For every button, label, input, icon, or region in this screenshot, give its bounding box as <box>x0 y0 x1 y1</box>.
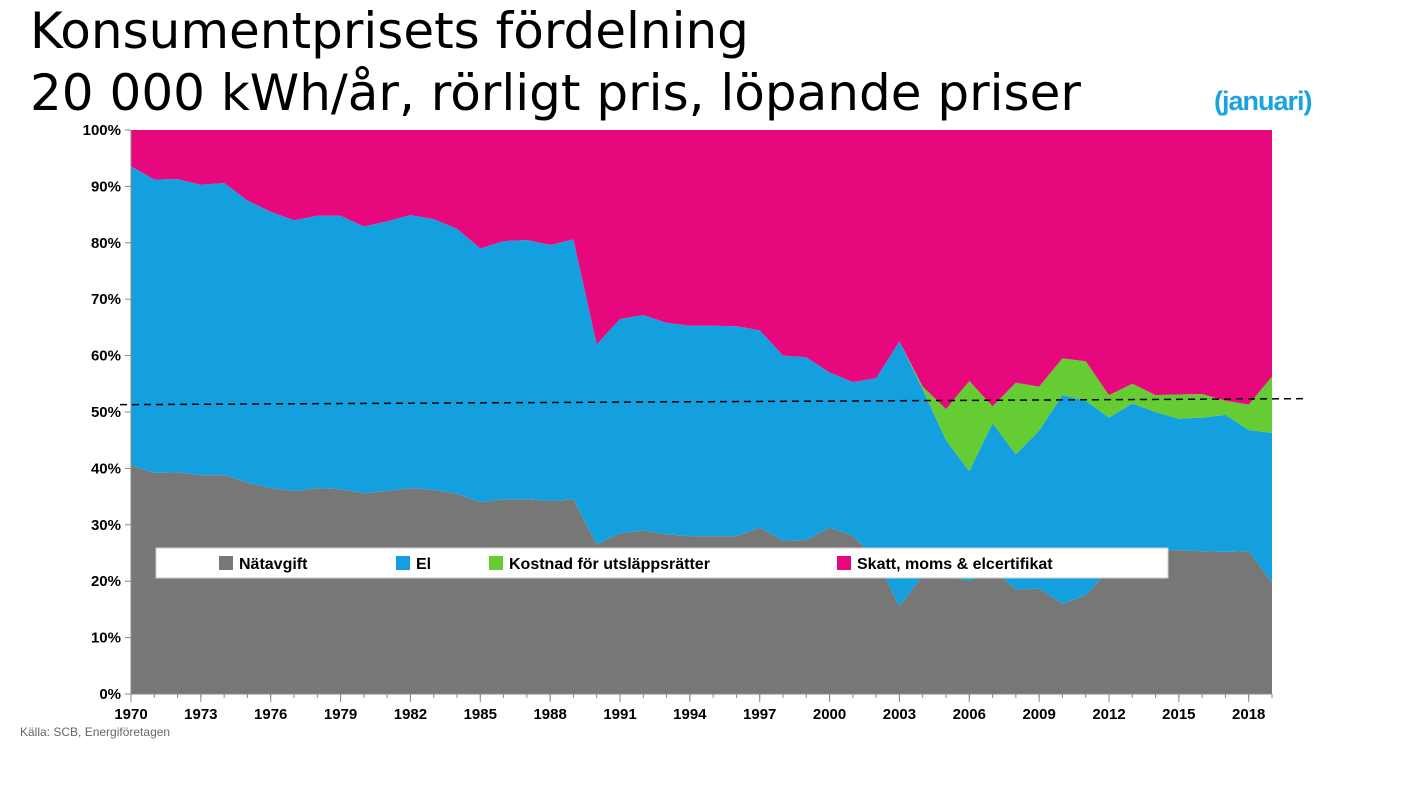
legend-swatch <box>219 556 233 570</box>
axes-group: 0% 10% 20% 30% 40% 50% 60% 70% 80% 90% 100% 1970 197… <box>83 122 1273 723</box>
y-tick-label: 100% <box>83 122 121 139</box>
y-tick-label: 70% <box>91 291 121 308</box>
chart-title: Konsumentprisets fördelning 20 000 kWh/å… <box>30 0 1081 124</box>
x-tick-label: 1979 <box>324 706 357 723</box>
y-tick-label: 80% <box>91 235 121 252</box>
title-line-1: Konsumentprisets fördelning <box>30 2 749 60</box>
y-tick-label: 20% <box>91 573 121 590</box>
reference-dashed-line <box>119 397 1306 406</box>
x-tick-label: 1976 <box>254 706 287 723</box>
area-n-tavgift <box>131 465 1272 694</box>
reference-line-group <box>119 397 1306 406</box>
y-tick-label: 0% <box>99 686 121 703</box>
y-tick-label: 60% <box>91 348 121 365</box>
y-tick-label: 90% <box>91 178 121 195</box>
period-note: (januari) <box>1214 86 1313 116</box>
x-tick-label: 2006 <box>953 706 986 723</box>
title-line-2: 20 000 kWh/år, rörligt pris, löpande pri… <box>30 64 1081 122</box>
x-tick-label: 1988 <box>533 706 566 723</box>
area-el <box>131 166 1272 607</box>
x-tick-label: 2012 <box>1092 706 1125 723</box>
legend-label: Kostnad för utsläppsrätter <box>509 556 710 573</box>
x-tick-label: 2009 <box>1022 706 1055 723</box>
legend-swatch <box>396 556 410 570</box>
x-tick-label: 1997 <box>743 706 776 723</box>
legend-swatch <box>837 556 851 570</box>
legend-label: Skatt, moms & elcertifikat <box>857 556 1053 573</box>
y-tick-label: 50% <box>91 404 121 421</box>
area-skatt-moms-elcertifikat <box>131 130 1272 410</box>
x-tick-label: 2000 <box>813 706 846 723</box>
x-tick-label: 1991 <box>603 706 636 723</box>
area-series-group <box>131 130 1272 694</box>
legend-label: Nätavgift <box>239 556 308 573</box>
x-tick-label: 1985 <box>464 706 497 723</box>
legend-box <box>155 547 1169 579</box>
legend-label: El <box>416 556 431 573</box>
x-tick-label: 2003 <box>883 706 916 723</box>
y-tick-label: 10% <box>91 630 121 647</box>
legend: Nätavgift El Kostnad för utsläppsrätter Ska… <box>155 547 1169 579</box>
source-note: Källa: SCB, Energiföretagen <box>20 725 171 739</box>
x-tick-label: 2018 <box>1232 706 1265 723</box>
x-tick-label: 1994 <box>673 706 707 723</box>
legend-swatch <box>489 556 503 570</box>
x-tick-label: 2015 <box>1162 706 1195 723</box>
y-tick-label: 40% <box>91 460 121 477</box>
x-tick-label: 1970 <box>114 706 147 723</box>
x-tick-label: 1973 <box>184 706 217 723</box>
y-tick-label: 30% <box>91 517 121 534</box>
x-tick-label: 1982 <box>394 706 427 723</box>
